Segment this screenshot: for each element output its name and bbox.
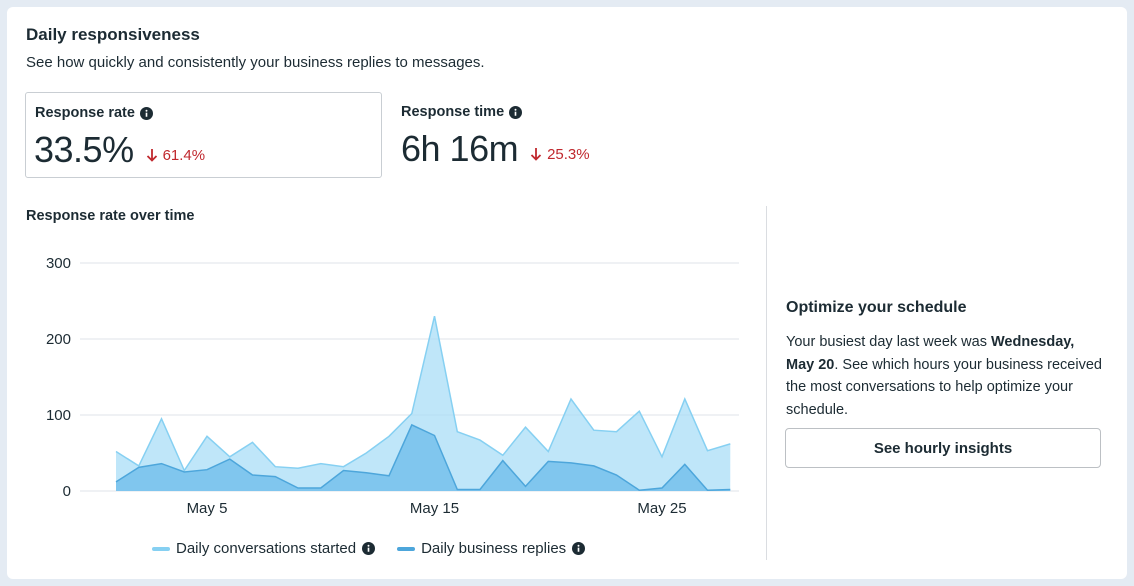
conversations-line: [115, 316, 731, 473]
legend-item-conversations[interactable]: Daily conversations started: [152, 540, 376, 557]
info-icon[interactable]: [572, 542, 586, 555]
info-icon[interactable]: [139, 106, 153, 120]
response-rate-label: Response rate: [35, 105, 135, 121]
insights-highlight: Wednesday, May 20: [786, 334, 1075, 373]
y-tick-label: 0: [63, 483, 71, 500]
arrow-down-icon: [146, 149, 157, 162]
response-time-value: 6h 16m: [401, 128, 519, 169]
legend-item-replies[interactable]: Daily business replies: [397, 540, 586, 557]
info-icon[interactable]: [509, 105, 523, 119]
response-rate-value: 33.5%: [34, 129, 134, 170]
response-time-change: 25.3%: [547, 145, 590, 163]
response-rate-metric[interactable]: Response rate 33.5% 61.4%: [25, 92, 382, 178]
response-rate-change: 61.4%: [162, 146, 206, 164]
x-tick-label: May 15: [410, 500, 459, 517]
legend-swatch-conversations: [152, 546, 170, 551]
card-subtitle: See how quickly and consistently your bu…: [26, 54, 485, 71]
conversations-area: [116, 316, 731, 491]
arrow-down-icon: [530, 148, 542, 161]
x-tick-label: May 25: [637, 500, 686, 517]
see-hourly-insights-button[interactable]: See hourly insights: [785, 428, 1101, 468]
y-tick-label: 300: [46, 255, 71, 272]
insights-text: Your busiest day last week was Wednesday…: [786, 331, 1106, 421]
section-divider: [766, 206, 767, 560]
x-tick-label: May 5: [187, 500, 228, 517]
y-tick-label: 100: [46, 407, 71, 424]
responsiveness-card: Daily responsiveness See how quickly and…: [7, 7, 1127, 579]
replies-line: [115, 423, 731, 491]
response-rate-chart[interactable]: 0 100 200 300 May 5 May 15 May 25: [7, 7, 767, 567]
response-time-metric[interactable]: Response time 6h 16m 25.3%: [393, 92, 723, 178]
y-tick-label: 200: [46, 331, 71, 348]
insights-title: Optimize your schedule: [786, 299, 967, 316]
chart-title: Response rate over time: [26, 208, 195, 224]
insights-text-after: . See which hours your business received…: [786, 356, 1102, 418]
legend-label-replies: Daily business replies: [421, 540, 567, 557]
chart-legend: Daily conversations started Daily busine…: [152, 540, 607, 557]
legend-label-conversations: Daily conversations started: [176, 540, 357, 557]
info-icon[interactable]: [362, 542, 376, 555]
card-title: Daily responsiveness: [26, 25, 200, 44]
response-time-label: Response time: [401, 104, 505, 120]
replies-area: [116, 424, 731, 491]
legend-swatch-replies: [397, 546, 416, 551]
insights-text-before: Your busiest day last week was: [786, 334, 991, 350]
